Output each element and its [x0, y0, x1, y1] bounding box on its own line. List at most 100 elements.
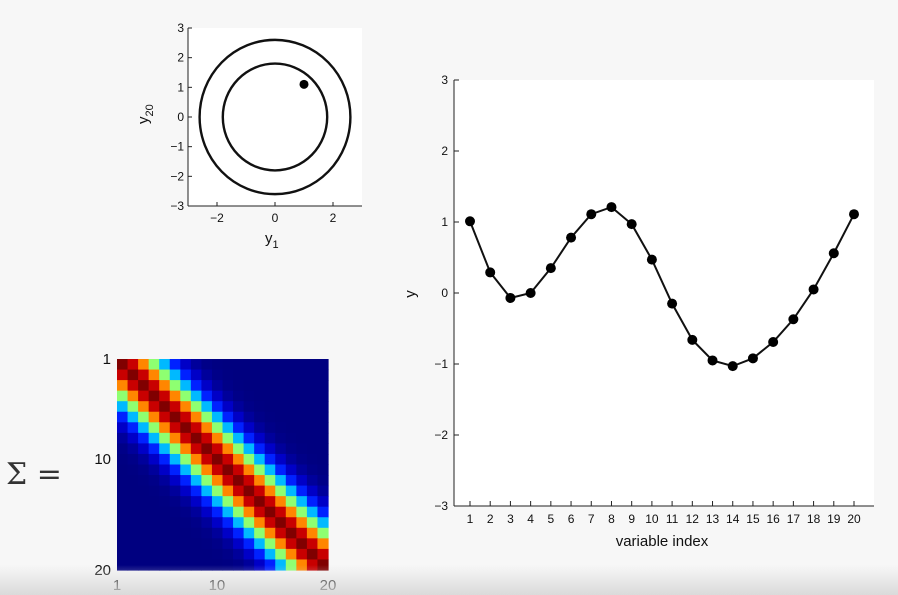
- phase-xlabel: y1: [265, 230, 279, 251]
- heatmap-cell: [138, 422, 150, 434]
- phase-y-tick-label: 2: [177, 51, 184, 65]
- heatmap-cell: [254, 443, 266, 455]
- heatmap-cell: [211, 401, 224, 413]
- heatmap-cell: [169, 390, 181, 402]
- heatmap-y-tick-label: 20: [94, 562, 111, 579]
- heatmap-cell: [148, 538, 160, 550]
- heatmap-cell: [211, 432, 224, 444]
- heatmap-cell: [317, 401, 329, 413]
- heatmap-cell: [190, 559, 202, 571]
- heatmap-cell: [243, 517, 255, 529]
- heatmap-cell: [317, 411, 329, 423]
- heatmap-cell: [222, 496, 234, 508]
- heatmap-x-tick-label: 20: [320, 577, 337, 594]
- heatmap-cell: [190, 411, 202, 423]
- heatmap-cell: [138, 517, 150, 529]
- heatmap-cell: [190, 496, 202, 508]
- heatmap-cell: [285, 559, 297, 571]
- heatmap-cell: [264, 559, 276, 571]
- heatmap-cell: [233, 369, 245, 381]
- heatmap-cell: [117, 411, 129, 423]
- heatmap-cell: [264, 517, 276, 529]
- heatmap-cell: [148, 422, 160, 434]
- heatmap-cell: [190, 432, 202, 444]
- heatmap-cell: [275, 464, 287, 476]
- heatmap-cell: [117, 464, 129, 476]
- line-y-tick-label: −2: [434, 428, 448, 442]
- phase-x-tick-label: −2: [210, 211, 224, 225]
- heatmap-cell: [211, 485, 224, 497]
- line-x-tick-label: 1: [467, 512, 474, 526]
- heatmap-cell: [222, 506, 234, 518]
- heatmap-cell: [190, 401, 202, 413]
- heatmap-cell: [306, 496, 319, 508]
- heatmap-cell: [317, 538, 329, 550]
- heatmap-cell: [254, 506, 266, 518]
- heatmap-cell: [264, 369, 276, 381]
- heatmap-cell: [233, 380, 245, 392]
- heatmap-cell: [296, 453, 308, 466]
- heatmap-cell: [285, 517, 297, 529]
- heatmap-cell: [148, 443, 160, 455]
- heatmap-cell: [138, 443, 150, 455]
- heatmap-cell: [243, 380, 255, 392]
- line-x-tick-label: 13: [706, 512, 720, 526]
- heatmap-cell: [254, 401, 266, 413]
- heatmap-cell: [211, 464, 224, 476]
- line-x-tick-label: 19: [827, 512, 841, 526]
- heatmap-cell: [169, 538, 181, 550]
- phase-y-tick-label: 3: [177, 21, 184, 35]
- heatmap-cell: [159, 432, 171, 444]
- heatmap-cell: [222, 475, 234, 487]
- sample-point: [667, 298, 678, 309]
- heatmap-cell: [285, 538, 297, 550]
- heatmap-cell: [317, 464, 329, 476]
- heatmap-cell: [148, 475, 160, 487]
- heatmap-cell: [222, 411, 234, 423]
- line-y-tick-label: 3: [441, 73, 448, 87]
- heatmap-cell: [201, 485, 213, 497]
- phase-x-tick-label: 2: [330, 211, 337, 225]
- line-x-tick-label: 17: [787, 512, 801, 526]
- heatmap-cell: [190, 538, 202, 550]
- heatmap-cell: [180, 559, 192, 571]
- heatmap-cell: [201, 432, 213, 444]
- heatmap-cell: [296, 390, 308, 402]
- heatmap-cell: [138, 496, 150, 508]
- sample-point: [586, 209, 597, 220]
- heatmap-cell: [275, 496, 287, 508]
- heatmap-cell: [233, 496, 245, 508]
- heatmap-cell: [169, 527, 181, 539]
- heatmap-cell: [306, 548, 319, 561]
- heatmap-cell: [169, 411, 181, 423]
- heatmap-cell: [159, 359, 171, 371]
- line-x-tick-label: 4: [527, 512, 534, 526]
- heatmap-cell: [201, 496, 213, 508]
- heatmap-cell: [275, 390, 287, 402]
- heatmap-cell: [148, 401, 160, 413]
- heatmap-cell: [317, 369, 329, 381]
- heatmap-cell: [233, 411, 245, 423]
- heatmap-cell: [138, 369, 150, 381]
- heatmap-cell: [117, 517, 129, 529]
- phase-plot: −2 0 2 −3 −2 −1 0 1 2 3 y1 y20: [135, 21, 362, 251]
- heatmap-cell: [222, 548, 234, 561]
- heatmap-cell: [222, 453, 234, 466]
- heatmap-cell: [169, 475, 181, 487]
- heatmap-cell: [317, 443, 329, 455]
- heatmap-cell: [264, 359, 276, 371]
- heatmap-cell: [127, 527, 139, 539]
- heatmap-cell: [306, 443, 319, 455]
- heatmap-cell: [169, 369, 181, 381]
- heatmap-cell: [138, 538, 150, 550]
- heatmap-cell: [159, 411, 171, 423]
- heatmap-cell: [138, 411, 150, 423]
- heatmap-cell: [275, 432, 287, 444]
- heatmap-cell: [201, 506, 213, 518]
- heatmap-cell: [254, 464, 266, 476]
- heatmap-cell: [285, 496, 297, 508]
- heatmap-cell: [148, 559, 160, 571]
- heatmap-cell: [306, 517, 319, 529]
- heatmap-cell: [159, 527, 171, 539]
